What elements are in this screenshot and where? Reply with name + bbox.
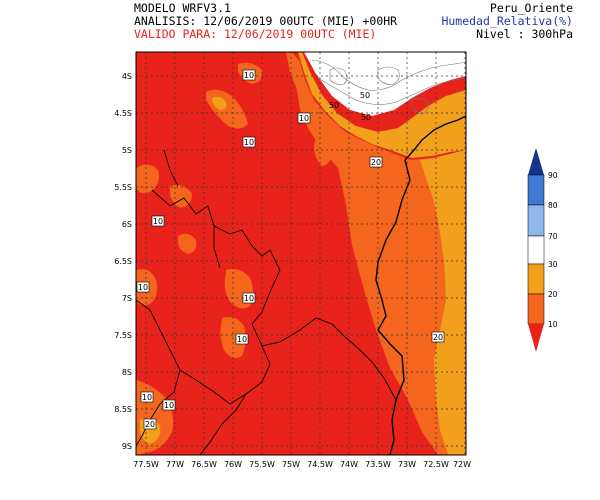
rh-10-20-patch: [178, 233, 197, 254]
latitude-labels: 4S 4.5S 5S 5.5S 6S 6.5S 7S 7.5S 8S 8.5S …: [114, 72, 132, 451]
cbar-tick: 20: [548, 290, 558, 299]
rh-10-20-patch: [314, 136, 332, 166]
lat-label: 8S: [122, 368, 132, 377]
contour-label: 10: [151, 215, 165, 227]
region-border: [261, 317, 397, 401]
svg-text:10: 10: [244, 71, 254, 80]
lon-label: 72.5W: [423, 460, 449, 469]
lat-label: 7.5S: [114, 331, 132, 340]
lon-label: 76W: [224, 460, 242, 469]
contour-label: 20: [143, 418, 157, 430]
contour-label: 10: [242, 292, 256, 304]
lat-label: 4.5S: [114, 109, 132, 118]
contour-labels: 10 10 10 10 10 10 10 10 10 20 20 20 50 5…: [136, 69, 445, 430]
lon-label: 75W: [282, 460, 300, 469]
lon-label: 74W: [340, 460, 358, 469]
rh-10-20-patch: [170, 185, 192, 208]
svg-text:50: 50: [361, 113, 371, 122]
svg-text:50: 50: [329, 101, 339, 110]
color-scale: 90 80 70 30 20 10: [527, 148, 558, 352]
region-border: [151, 189, 281, 455]
contour-label: 20: [431, 331, 445, 343]
valid-time: VALIDO PARA: 12/06/2019 00UTC (MIE): [134, 27, 377, 41]
region-border: [213, 226, 221, 269]
contour-label: 20: [369, 156, 383, 168]
lon-label: 73W: [398, 460, 416, 469]
svg-text:50: 50: [360, 91, 370, 100]
svg-text:10: 10: [299, 114, 309, 123]
rh-20-30-patch: [212, 96, 227, 110]
lon-label: 73.5W: [365, 460, 391, 469]
contour-label: 50: [360, 91, 370, 100]
cbar-tick: 30: [548, 260, 558, 269]
lon-label: 72W: [453, 460, 471, 469]
country-border: [404, 115, 466, 161]
lat-label: 9S: [122, 442, 132, 451]
cbar-tick: 70: [548, 232, 558, 241]
svg-text:10: 10: [164, 401, 174, 410]
contour-label: 10: [242, 136, 256, 148]
cbar-segment-gt90: [528, 148, 544, 175]
rh-20-30-east-area: [420, 150, 466, 455]
cbar-tick: 10: [548, 320, 558, 329]
contour-label: 10: [136, 281, 150, 293]
lat-label: 4S: [122, 72, 132, 81]
cbar-segment-80-90: [527, 174, 545, 206]
lon-label: 76.5W: [191, 460, 217, 469]
cbar-tick: 90: [548, 171, 558, 180]
longitude-labels: 77.5W 77W 76.5W 76W 75.5W 75W 74.5W 74W …: [133, 460, 471, 469]
lon-label: 77W: [166, 460, 184, 469]
cbar-segment-20-30: [527, 263, 545, 295]
lon-label: 74.5W: [307, 460, 333, 469]
contour-label: 10: [235, 333, 249, 345]
rh-20-30-north-area: [298, 52, 466, 158]
svg-text:10: 10: [153, 217, 163, 226]
model-title: MODELO WRFV3.1: [134, 1, 231, 15]
rh-10-20-patch: [136, 164, 159, 194]
lat-label: 6.5S: [114, 257, 132, 266]
svg-text:20: 20: [371, 158, 381, 167]
analysis-time: ANALISIS: 12/06/2019 00UTC (MIE) +00HR: [134, 14, 398, 28]
cbar-tick: 80: [548, 201, 558, 210]
region-border: [163, 149, 179, 187]
contour-label: 50: [329, 101, 339, 110]
pressure-level: Nivel : 300hPa: [476, 27, 573, 41]
contour-label: 10: [162, 399, 176, 411]
contour-label: 10: [140, 391, 154, 403]
country-border: [375, 159, 411, 455]
lat-label: 5.5S: [114, 183, 132, 192]
cbar-segment-10-20: [527, 293, 545, 325]
lat-label: 8.5S: [114, 405, 132, 414]
svg-text:10: 10: [142, 393, 152, 402]
rh-30-70-area: [304, 52, 466, 116]
humidity-field: [136, 52, 466, 455]
lon-label: 75.5W: [249, 460, 275, 469]
cbar-segment-70-80: [527, 204, 545, 237]
cbar-segment-30-70: [527, 235, 545, 265]
lon-label: 77.5W: [133, 460, 159, 469]
region-name: Peru_Oriente: [489, 1, 573, 15]
map-frame: [135, 51, 467, 456]
svg-text:20: 20: [145, 420, 155, 429]
svg-text:10: 10: [244, 294, 254, 303]
cbar-segment-lt10: [528, 324, 544, 352]
contour-label: 10: [297, 112, 311, 124]
svg-text:20: 20: [433, 333, 443, 342]
svg-text:10: 10: [237, 335, 247, 344]
contour-label: 10: [242, 69, 256, 81]
lat-label: 6S: [122, 220, 132, 229]
svg-text:10: 10: [138, 283, 148, 292]
lat-label: 7S: [122, 294, 132, 303]
lat-label: 5S: [122, 146, 132, 155]
contour-label: 50: [361, 113, 371, 122]
svg-text:10: 10: [244, 138, 254, 147]
region-border: [179, 369, 247, 405]
variable-name: Humedad_Relativa(%): [441, 14, 573, 28]
political-boundaries: [136, 115, 466, 455]
